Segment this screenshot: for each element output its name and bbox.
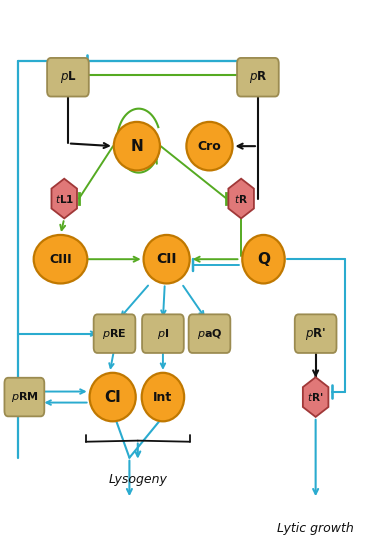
Text: CII: CII (156, 252, 177, 266)
Text: $\it{p}$aQ: $\it{p}$aQ (197, 326, 222, 341)
FancyBboxPatch shape (189, 314, 230, 353)
Polygon shape (51, 179, 77, 218)
Text: N: N (130, 139, 143, 154)
Polygon shape (228, 179, 254, 218)
Text: Cro: Cro (198, 140, 222, 153)
Text: Lytic growth: Lytic growth (277, 522, 354, 535)
FancyBboxPatch shape (5, 378, 44, 417)
Polygon shape (303, 377, 328, 417)
Text: $\it{p}$R': $\it{p}$R' (305, 326, 326, 341)
Text: Int: Int (153, 390, 172, 404)
Text: Q: Q (257, 252, 270, 267)
Text: $\it{t}$R: $\it{t}$R (234, 193, 248, 204)
Ellipse shape (90, 373, 136, 421)
Text: $\it{p}$I: $\it{p}$I (157, 326, 169, 341)
Text: CI: CI (104, 389, 121, 404)
FancyBboxPatch shape (94, 314, 135, 353)
FancyBboxPatch shape (142, 314, 184, 353)
Ellipse shape (242, 235, 285, 284)
FancyBboxPatch shape (237, 58, 279, 96)
Text: CIII: CIII (49, 253, 72, 266)
Text: $\it{p}$R: $\it{p}$R (249, 69, 267, 85)
Text: Lysogeny: Lysogeny (108, 472, 167, 486)
Ellipse shape (114, 122, 160, 170)
FancyBboxPatch shape (295, 314, 336, 353)
Text: $\it{p}$RE: $\it{p}$RE (102, 326, 127, 341)
Text: $\it{t}$L1: $\it{t}$L1 (55, 193, 74, 204)
FancyBboxPatch shape (47, 58, 89, 96)
Ellipse shape (142, 373, 184, 421)
Text: $\it{t}$R': $\it{t}$R' (307, 391, 324, 403)
Ellipse shape (186, 122, 232, 170)
Ellipse shape (144, 235, 190, 284)
Ellipse shape (34, 235, 87, 284)
Text: $\it{p}$L: $\it{p}$L (60, 69, 76, 85)
Text: $\it{p}$RM: $\it{p}$RM (11, 390, 38, 404)
